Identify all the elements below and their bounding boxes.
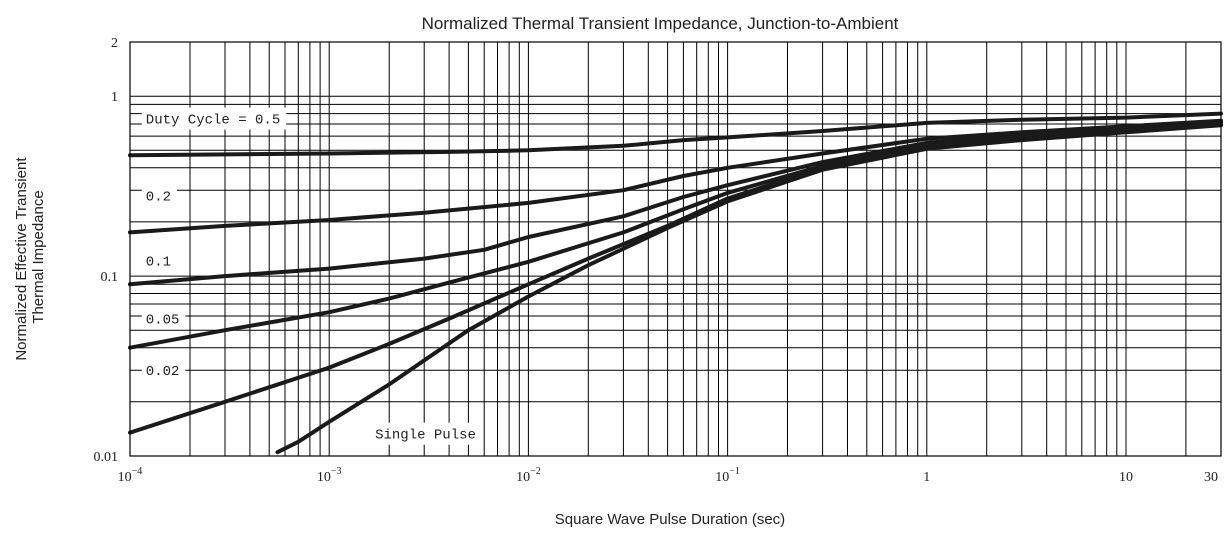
x-tick-label: 30	[1204, 470, 1218, 485]
x-tick-label: 10−4	[118, 466, 143, 485]
y-axis-label-line-2: Thermal Impedance	[30, 190, 47, 323]
series-label: 0.1	[146, 255, 171, 271]
series-label-box	[371, 422, 482, 445]
series-labels: Duty Cycle = 0.5 0.2 0.1 0.05 0.02 Single Pul…	[141, 107, 482, 445]
x-tick-label: 1	[923, 470, 930, 485]
y-tick-label: 2	[111, 36, 118, 51]
y-tick-label: 0.01	[94, 450, 119, 465]
series-label: Single Pulse	[375, 428, 476, 444]
x-tick-label: 10−3	[317, 466, 342, 485]
plot-frame	[129, 41, 1222, 457]
x-tick-label: 10−2	[516, 466, 541, 485]
x-tick-label: 10	[1119, 470, 1133, 485]
series-label: 0.2	[146, 190, 171, 206]
series-line	[128, 120, 1223, 350]
y-tick-label: 0.1	[101, 270, 119, 285]
tick-labels: 0.01 0.1 1 2 10−4 10−3 10−2 10−1 1 10 30	[94, 36, 1219, 485]
series-label: Duty Cycle = 0.5	[146, 113, 280, 129]
y-tick-label: 1	[111, 90, 118, 105]
series-line	[128, 119, 1223, 287]
series-label-box	[141, 107, 287, 130]
series-line	[128, 111, 1223, 158]
series-label-box	[141, 249, 177, 272]
series-label-box	[141, 184, 177, 207]
series-label: 0.02	[146, 364, 180, 380]
grid	[129, 41, 1222, 457]
curves	[128, 111, 1223, 455]
y-axis-label-line-1: Normalized Effective Transient	[13, 157, 30, 361]
chart-title: Normalized Thermal Transient Impedance, …	[422, 14, 899, 33]
series-line	[128, 118, 1223, 235]
series-label: 0.05	[146, 313, 180, 329]
series-line	[128, 122, 1223, 435]
x-axis-label: Square Wave Pulse Duration (sec)	[555, 511, 785, 528]
series-line	[275, 123, 1223, 455]
series-label-box	[141, 359, 186, 382]
y-axis-label: Normalized Effective Transient Thermal I…	[13, 153, 47, 360]
x-tick-label: 10−1	[715, 466, 740, 485]
series-label-box	[141, 307, 186, 330]
